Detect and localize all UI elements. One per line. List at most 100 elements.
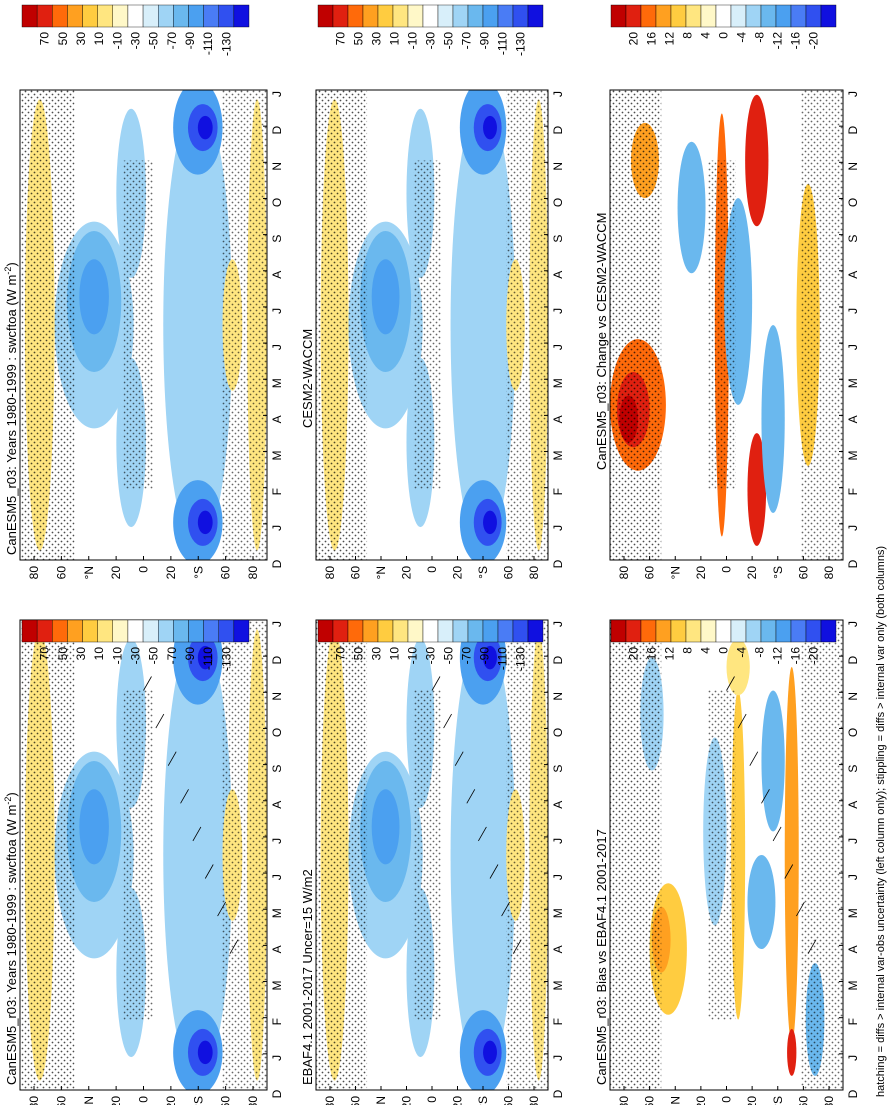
colorbar-swatch-E-13 [805, 619, 822, 643]
colorbar-F: 20 16 12 8 4 0 -4 -8 -12 -16 -20 [610, 4, 837, 49]
stipple-F-1 [707, 160, 736, 490]
contour-blob-E-5 [787, 1028, 797, 1076]
colorbar-swatch-A-1 [36, 619, 53, 643]
colorbar-swatch-F-5 [685, 4, 702, 28]
lat-label-F-6: °S [771, 566, 785, 579]
lat-label-E-3: 20 [694, 1096, 708, 1105]
stipple-A-1 [123, 690, 154, 1020]
month-label-D-4: A [551, 415, 565, 423]
contour-blob-C-5 [483, 1040, 497, 1065]
colorbar-swatch-A-13 [218, 619, 235, 643]
colorbar-label-C-8: -90 [478, 647, 492, 665]
hatch-A-7 [229, 939, 239, 954]
lat-label-E-5: 20 [745, 1096, 759, 1105]
hatch-E-5 [784, 864, 794, 879]
month-label-F-5: M [846, 378, 860, 388]
contour-blob-A-0 [163, 629, 233, 1081]
colorbar-swatch-B-2 [52, 4, 68, 28]
month-label-B-5: M [270, 378, 284, 388]
month-label-C-8: A [551, 801, 565, 809]
contour-blob-F-8 [677, 141, 706, 274]
colorbar-swatch-E-7 [715, 619, 732, 643]
hatch-A-6 [217, 901, 226, 917]
month-label-B-3: M [270, 451, 284, 461]
colorbar-swatch-E-11 [775, 619, 792, 643]
lat-label-E-2: °N [668, 1096, 682, 1105]
lat-label-F-1: 60 [643, 566, 657, 580]
colorbar-label-A-9: -110 [201, 647, 215, 670]
colorbar-swatch-D-9 [452, 4, 469, 28]
lat-label-C-2: °N [374, 1096, 388, 1105]
stipple-B-2 [222, 90, 267, 560]
colorbar-B: 70 50 30 10 -10 -30 -50 -70 -90 -110 -130 [21, 4, 250, 56]
month-label-F-8: A [846, 271, 860, 279]
colorbar-label-E-7: -8 [753, 647, 767, 658]
hatch-A-4 [192, 826, 202, 842]
colorbar-label-E-4: 4 [699, 647, 713, 654]
colorbar-label-A-5: -30 [129, 647, 143, 665]
colorbar-label-D-0: 70 [334, 32, 348, 46]
colorbar-swatch-C-1 [332, 619, 349, 643]
month-label-F-4: A [846, 415, 860, 423]
colorbar-swatch-D-1 [332, 4, 349, 28]
month-label-D-12: D [551, 125, 565, 134]
colorbar-label-B-6: -50 [147, 32, 161, 50]
month-label-C-12: D [551, 655, 565, 664]
colorbar-swatch-B-14 [233, 4, 250, 28]
colorbar-swatch-A-0 [21, 619, 38, 643]
contour-blob-B-6 [197, 115, 213, 140]
field-C [316, 620, 548, 1090]
month-label-A-12: D [270, 655, 284, 664]
colorbar-swatch-C-12 [497, 619, 514, 643]
contour-blob-E-4 [784, 667, 799, 1043]
lat-label-C-3: 20 [400, 1096, 414, 1105]
field-F [610, 90, 843, 560]
hatch-C-1 [443, 713, 452, 729]
contour-blob-C-6 [483, 645, 497, 670]
colorbar-swatch-D-12 [497, 4, 514, 28]
colorbar-swatch-F-7 [715, 4, 732, 28]
month-label-A-6: J [270, 874, 284, 880]
colorbar-label-C-7: -70 [460, 647, 474, 665]
month-label-E-2: F [846, 1018, 860, 1025]
hatch-E-0 [726, 676, 735, 691]
hatch-C-4 [478, 826, 487, 842]
lat-label-A-3: 20 [109, 1096, 123, 1105]
colorbar-label-B-9: -110 [201, 32, 215, 55]
colorbar-swatch-C-11 [482, 619, 499, 643]
figure-footnote: hatching = diffs > internal var-obs unce… [875, 546, 887, 1097]
colorbar-label-B-5: -30 [129, 32, 143, 50]
month-label-B-13: J [270, 91, 284, 97]
month-label-D-2: F [551, 488, 565, 495]
colorbar-label-B-4: -10 [110, 32, 124, 50]
colorbar-label-E-5: 0 [717, 647, 731, 654]
colorbar-label-F-6: -4 [735, 32, 749, 43]
lat-label-C-0: 80 [323, 1096, 337, 1105]
colorbar-label-A-6: -50 [147, 647, 161, 665]
contour-blob-A-9 [79, 789, 109, 865]
stipple-F-0 [610, 90, 662, 560]
month-label-A-8: A [270, 801, 284, 809]
contour-blob-F-7 [761, 325, 785, 513]
colorbar-label-C-3: 10 [388, 647, 402, 661]
stipple-C-2 [506, 620, 548, 1090]
month-label-B-0: D [270, 559, 284, 568]
colorbar-label-D-8: -90 [478, 32, 492, 50]
colorbar-label-E-1: 16 [645, 647, 659, 661]
lat-label-F-2: °N [668, 566, 682, 579]
colorbar-swatch-D-2 [347, 4, 364, 28]
month-label-E-3: M [846, 981, 860, 991]
colorbar-label-D-3: 10 [388, 32, 402, 46]
month-label-F-6: J [846, 344, 860, 350]
colorbar-label-F-2: 12 [663, 32, 677, 46]
month-label-B-12: D [270, 125, 284, 134]
month-label-D-13: J [551, 91, 565, 97]
contour-blob-C-9 [371, 789, 400, 865]
panel-A: D J F M A M J J A S O N D J 80 60 °N 20 0 20 °S 60 80 CanESM5_… [3, 619, 284, 1105]
month-label-A-3: M [270, 981, 284, 991]
month-label-B-9: S [270, 235, 284, 243]
colorbar-swatch-D-14 [527, 4, 544, 28]
lat-label-D-7: 60 [502, 566, 516, 580]
month-label-C-7: J [551, 838, 565, 844]
